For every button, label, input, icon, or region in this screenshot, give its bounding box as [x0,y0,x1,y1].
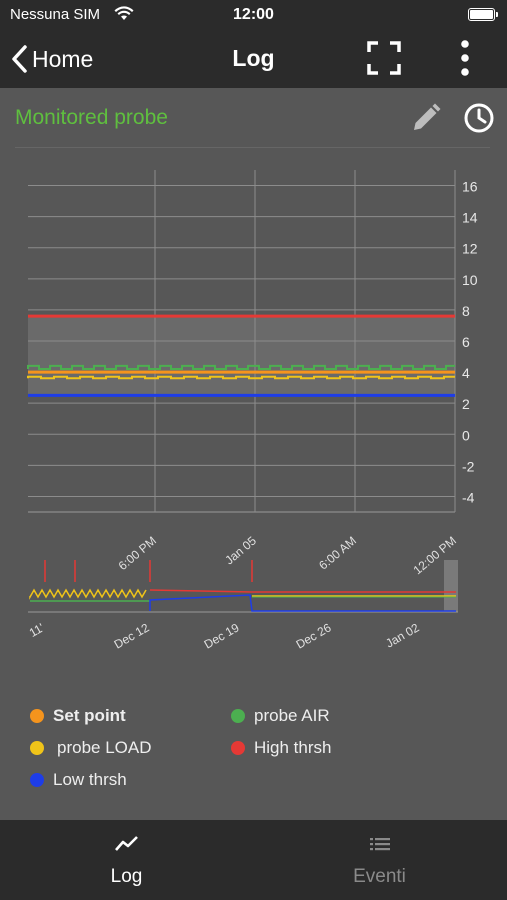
chevron-left-icon [12,45,27,73]
y-tick-label: 12 [462,241,478,257]
history-button[interactable] [462,101,496,135]
chart-line-icon [114,836,138,851]
legend-dot-probe-load [30,741,44,755]
y-tick-label: 0 [462,427,470,443]
legend-label: Set point [53,706,126,725]
y-tick-label: 14 [462,210,478,226]
legend-item-probe-load: probe LOAD [30,738,152,758]
more-options-button[interactable] [450,39,480,77]
navigation-bar: Home Log [0,30,507,88]
legend-dot-high-thrsh [231,741,245,755]
legend-label: High thrsh [254,738,332,757]
y-tick-label: 2 [462,396,470,412]
legend-item-high-thrsh: High thrsh [231,738,331,758]
overview-x-tick-label: 11' [27,620,47,639]
log-content: Monitored probe 16 14 12 10 8 6 4 2 0 -2 -4 6:00 PM… [0,88,507,820]
legend-item-probe-air: probe AIR [231,706,330,726]
overview-series-probe-load [29,588,147,600]
overview-series-high-thrsh [149,589,456,593]
x-tick-label: 6:00 PM [116,534,159,573]
legend-dot-low-thrsh [30,773,44,787]
legend-dot-set-point [30,709,44,723]
list-icon [369,838,390,851]
header-divider [15,147,490,148]
y-tick-label: -2 [462,458,475,474]
pencil-icon [414,103,441,130]
navigator-handle [444,560,458,612]
tab-log[interactable]: Log [0,820,253,900]
series-probe-load [27,375,455,380]
legend-label: probe AIR [254,706,330,725]
battery-icon [468,8,498,21]
legend-item-low-thrsh: Low thrsh [30,770,127,790]
y-tick-label: 10 [462,272,478,288]
overview-x-tick-label: Dec 12 [112,620,152,651]
y-tick-label: 6 [462,334,470,350]
back-label: Home [32,45,94,72]
legend-dot-probe-air [231,709,245,723]
probe-title: Monitored probe [15,106,168,129]
y-tick-label: 16 [462,179,478,195]
legend-label: Low thrsh [53,770,127,789]
carrier-label: Nessuna SIM [10,6,101,23]
legend-item-set-point: Set point [30,706,126,726]
y-tick-label: -4 [462,489,475,505]
x-tick-label: 6:00 AM [316,534,359,573]
overview-x-tick-label: Dec 26 [294,620,334,651]
wifi-icon [114,6,134,20]
series-probe-air [27,364,455,370]
clock-icon [464,103,494,133]
tab-eventi[interactable]: Eventi [253,820,506,900]
overview-series-low-thrsh [149,594,456,612]
more-vertical-icon [461,40,469,76]
tab-eventi-label: Eventi [353,866,406,887]
back-button[interactable]: Home [10,40,93,78]
tab-log-label: Log [110,866,143,887]
y-tick-label: 4 [462,365,470,381]
status-time: 12:00 [233,6,274,23]
legend: Set point probe AIR probe LOAD High thrs… [0,700,507,810]
x-tick-label: Jan 05 [222,533,259,567]
tab-bar: Log Eventi [0,820,507,900]
overview-x-tick-label: Dec 19 [202,620,242,651]
threshold-band [28,316,455,396]
y-tick-label: 8 [462,303,470,319]
status-bar: Nessuna SIM 12:00 [0,0,507,30]
edit-button[interactable] [410,102,442,134]
fullscreen-icon [367,41,401,75]
overview-x-tick-label: Jan 02 [383,620,421,650]
legend-label: probe LOAD [57,738,152,757]
fullscreen-button[interactable] [366,40,402,76]
